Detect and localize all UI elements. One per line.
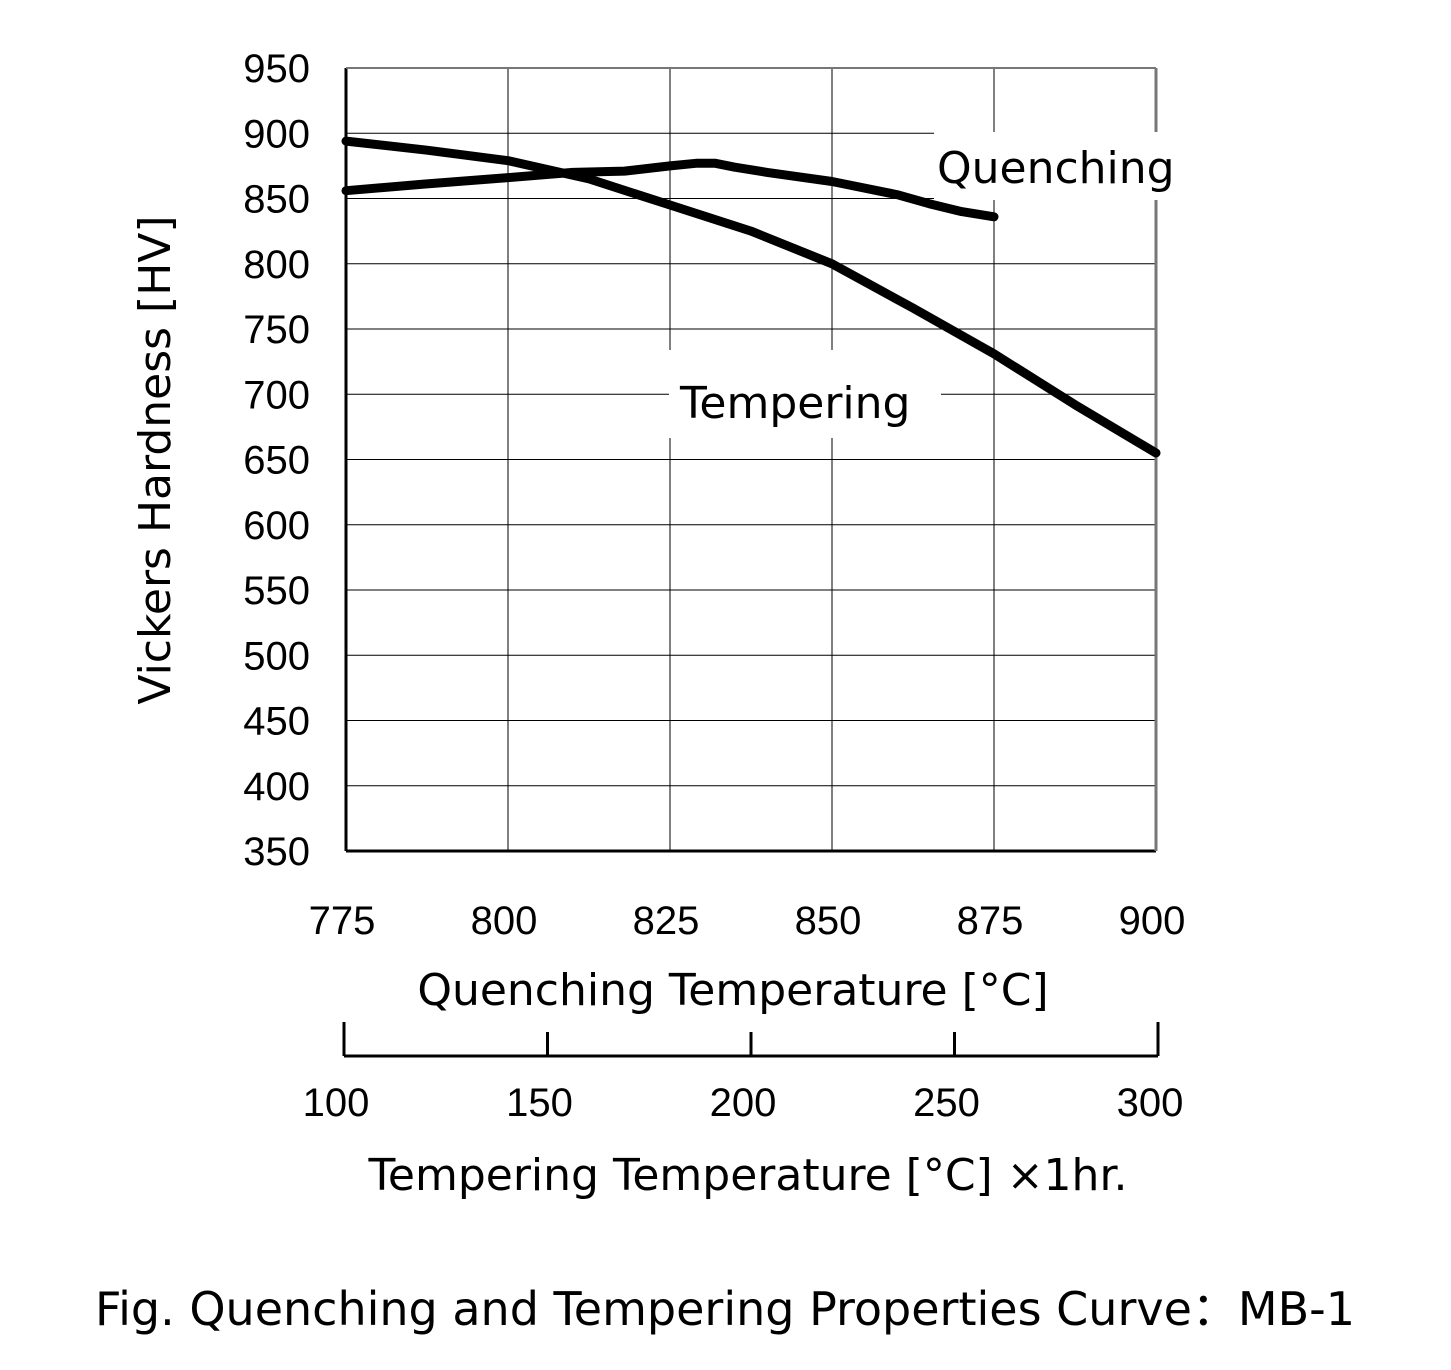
y-tick-label: 450	[243, 700, 310, 744]
x2-tick-label: 200	[710, 1081, 777, 1125]
y-axis-title: Vickers Hardness [HV]	[130, 215, 181, 704]
x2-tick-label: 300	[1117, 1081, 1184, 1125]
quenching-series-line	[341, 158, 999, 222]
y-tick-label: 900	[243, 112, 310, 156]
x-tick-label: 800	[471, 899, 538, 943]
y-tick-label: 550	[243, 569, 310, 613]
y-tick-label: 700	[243, 373, 310, 417]
y-tick-label: 600	[243, 504, 310, 548]
y-tick-label: 350	[243, 830, 310, 874]
x-tick-label: 900	[1119, 899, 1186, 943]
y-tick-label: 750	[243, 308, 310, 352]
x-tick-label: 875	[957, 899, 1024, 943]
y-tick-labels: 350 400 450 500 550 600 650 700 750 800 850 900 950	[243, 47, 310, 874]
x-tick-label: 775	[309, 899, 376, 943]
y-tick-label: 500	[243, 634, 310, 678]
y-tick-label: 400	[243, 765, 310, 809]
x-tick-labels: 775 800 825 850 875 900	[309, 899, 1186, 943]
x-axis-title: Quenching Temperature [°C]	[417, 965, 1048, 1016]
quenching-label-bg	[934, 132, 1174, 200]
y-tick-label: 650	[243, 439, 310, 483]
x2-tick-label: 150	[506, 1081, 573, 1125]
figure-caption: Fig. Quenching and Tempering Properties …	[95, 1282, 1355, 1336]
tempering-series-label: Tempering	[679, 378, 910, 429]
grid	[344, 67, 1158, 853]
tempering-label-bg	[669, 350, 941, 438]
y-tick-label: 950	[243, 47, 310, 91]
x2-tick-label: 100	[303, 1081, 370, 1125]
x-tick-label: 850	[795, 899, 862, 943]
series-lines	[341, 136, 1161, 458]
x2-axis-title: Tempering Temperature [°C] ×1hr.	[368, 1150, 1128, 1201]
y-tick-label: 850	[243, 178, 310, 222]
tempering-series-line	[341, 136, 1161, 458]
tempering-axis: 100 150 200 250 300	[303, 1022, 1184, 1125]
quenching-series-label: Quenching	[937, 143, 1175, 194]
x-tick-label: 825	[633, 899, 700, 943]
x2-tick-label: 250	[913, 1081, 980, 1125]
y-tick-label: 800	[243, 243, 310, 287]
